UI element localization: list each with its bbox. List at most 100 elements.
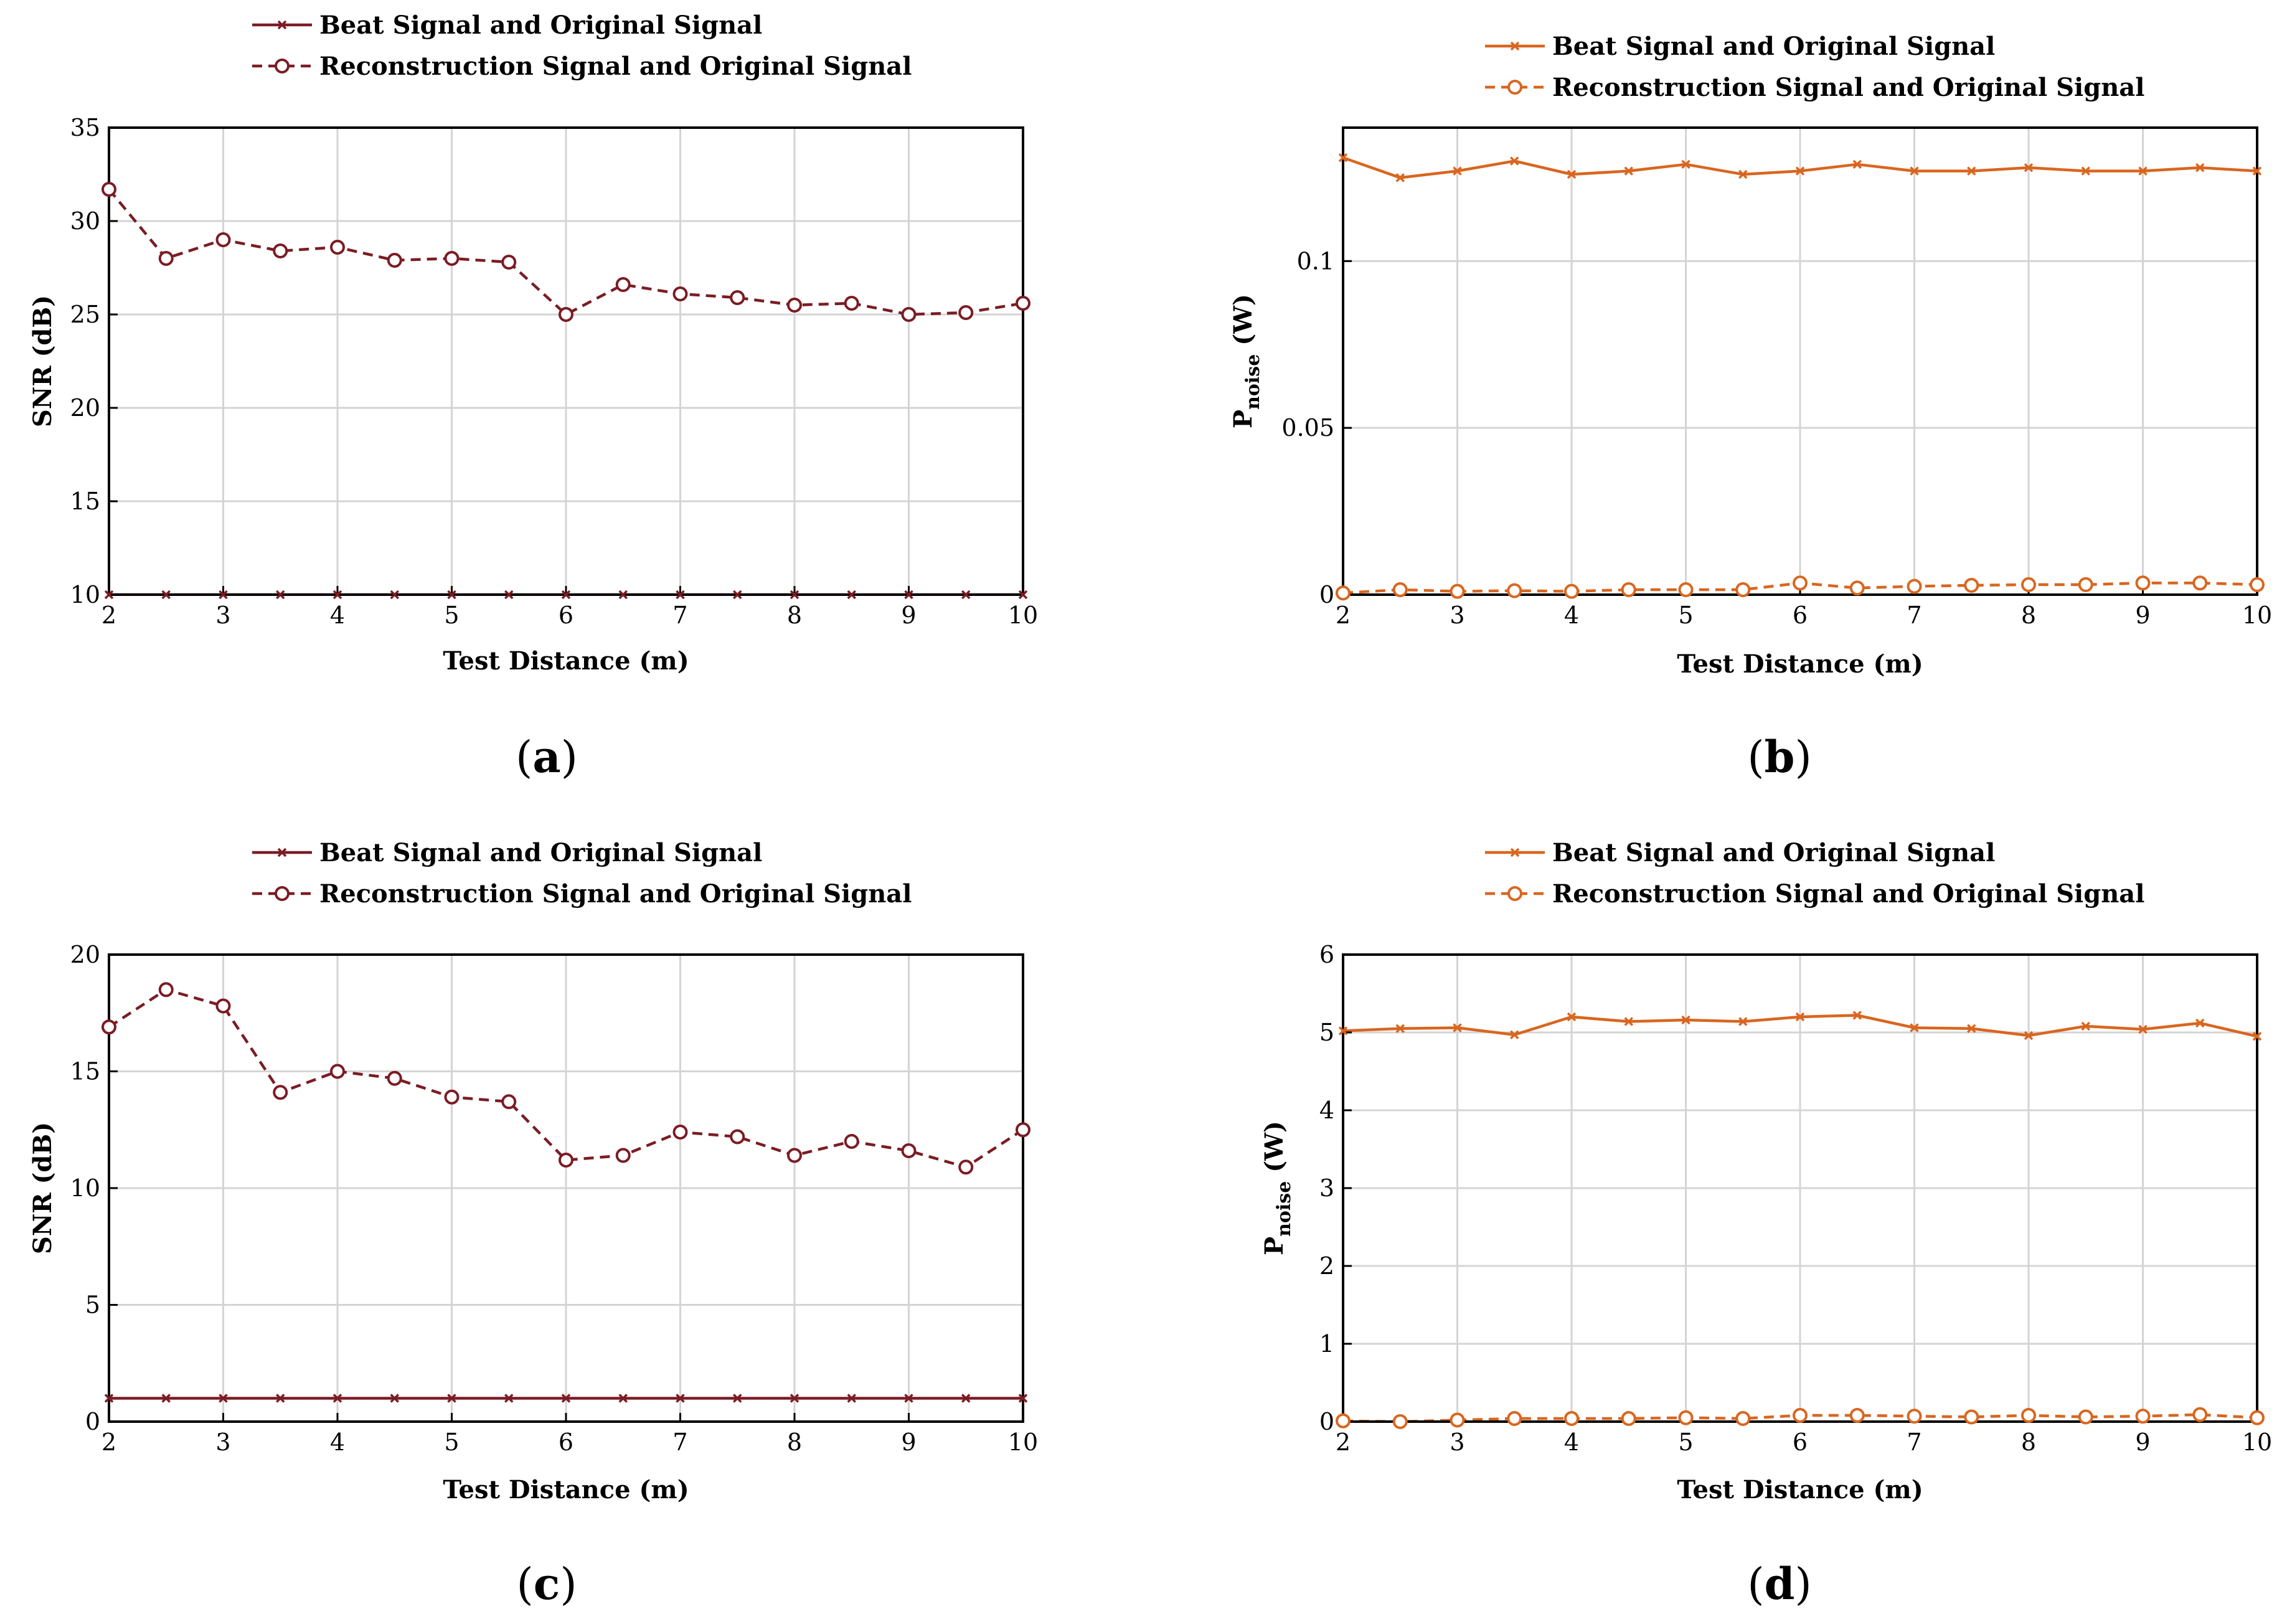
data-point-reconstruction xyxy=(1621,1411,1636,1426)
series-layer xyxy=(109,188,1023,595)
data-point-beat xyxy=(161,1394,171,1403)
legend-marker xyxy=(275,886,290,901)
y-axis-label: SNR (dB) xyxy=(28,295,57,427)
data-point-beat xyxy=(1510,156,1519,166)
data-point-reconstruction xyxy=(2078,1409,2093,1425)
data-point-reconstruction xyxy=(330,240,345,255)
data-point-beat xyxy=(1338,1026,1348,1036)
data-point-reconstruction xyxy=(1016,296,1030,311)
x-axis-label: Test Distance (m) xyxy=(443,1475,689,1504)
data-point-reconstruction xyxy=(672,286,688,301)
data-point-beat xyxy=(1795,1012,1805,1022)
y-tick-label: 5 xyxy=(85,1291,100,1319)
data-point-reconstruction xyxy=(215,232,231,247)
series-line-reconstruction xyxy=(109,188,1023,316)
legend-label-beat: Beat Signal and Original Signal xyxy=(319,838,762,867)
data-point-reconstruction xyxy=(1336,585,1351,601)
data-point-beat xyxy=(1738,1017,1748,1026)
data-point-reconstruction xyxy=(559,1153,573,1168)
data-point-reconstruction xyxy=(844,296,859,311)
data-point-beat xyxy=(1395,173,1405,182)
ticks: 2 3 4 5 6 7 8 9 10 10 15 20 25 30 35 xyxy=(70,114,1039,629)
data-point-beat xyxy=(1910,1023,1919,1032)
legend-marker xyxy=(275,59,290,73)
y-axis-label-tail: (W) xyxy=(1260,1121,1289,1181)
y-tick-label: 4 xyxy=(1319,1097,1334,1124)
y-tick-label: 0.1 xyxy=(1297,247,1334,275)
legend-sample-reconstruction xyxy=(1485,80,1545,95)
panel-caption-letter: b xyxy=(1765,731,1795,783)
data-point-beat xyxy=(390,1394,399,1403)
data-point-beat xyxy=(1681,159,1690,169)
legend-marker xyxy=(277,20,287,30)
y-tick-label: 0.05 xyxy=(1281,414,1334,441)
x-axis-label: Test Distance (m) xyxy=(1677,1475,1923,1504)
data-point-beat xyxy=(676,590,685,600)
data-point-reconstruction xyxy=(901,307,917,322)
y-axis-label-tail: (W) xyxy=(1228,294,1258,354)
data-point-reconstruction xyxy=(901,1143,917,1158)
x-tick-label: 8 xyxy=(2021,1428,2036,1456)
data-point-beat xyxy=(2024,1031,2034,1041)
data-point-beat xyxy=(790,1394,799,1403)
data-point-beat xyxy=(1567,1012,1577,1022)
panel-b: 2 3 4 5 6 7 8 9 10 0 0.05 0.1 Test Distance (m) Pno… xyxy=(1228,32,2272,783)
legend-sample-beat xyxy=(1485,41,1545,51)
data-point-beat xyxy=(733,1394,742,1403)
data-point-beat xyxy=(2138,1024,2148,1034)
y-tick-label: 35 xyxy=(70,114,100,141)
x-tick-label: 6 xyxy=(559,602,573,629)
legend: Beat Signal and Original Signal Reconstr… xyxy=(252,838,912,909)
y-tick-label: 15 xyxy=(70,488,100,515)
legend-marker xyxy=(277,847,287,857)
x-tick-label: 8 xyxy=(787,602,802,629)
data-point-beat xyxy=(904,590,913,600)
data-point-reconstruction xyxy=(787,1148,802,1163)
data-point-beat xyxy=(447,1394,456,1403)
x-tick-label: 9 xyxy=(2135,1428,2150,1456)
y-tick-label: 15 xyxy=(70,1058,100,1085)
data-point-reconstruction xyxy=(2192,1407,2208,1422)
data-point-reconstruction xyxy=(730,290,745,305)
x-tick-label: 7 xyxy=(672,602,687,629)
data-point-beat xyxy=(618,1394,628,1403)
data-point-beat xyxy=(1852,1011,1862,1020)
data-point-reconstruction xyxy=(2135,575,2151,591)
data-point-reconstruction xyxy=(1793,1408,1808,1423)
data-point-reconstruction xyxy=(330,1064,345,1079)
ticks: 2 3 4 5 6 7 8 9 10 0 1 2 3 4 5 6 xyxy=(1319,941,2272,1456)
data-point-reconstruction xyxy=(1793,575,1808,591)
y-tick-label: 25 xyxy=(70,301,100,328)
x-axis-label: Test Distance (m) xyxy=(443,646,689,676)
data-point-reconstruction xyxy=(1964,578,1979,593)
data-point-reconstruction xyxy=(615,1148,631,1163)
legend-marker xyxy=(1510,847,1520,857)
x-tick-label: 10 xyxy=(1008,602,1038,629)
y-tick-label: 0 xyxy=(85,1408,100,1435)
data-point-reconstruction xyxy=(1678,582,1694,597)
data-point-beat xyxy=(276,590,285,600)
panel-caption: (a) xyxy=(516,731,578,783)
y-tick-label: 30 xyxy=(70,207,100,235)
y-tick-label: 20 xyxy=(70,941,100,968)
data-point-reconstruction xyxy=(158,251,174,266)
data-point-beat xyxy=(847,590,856,600)
x-tick-label: 9 xyxy=(2135,602,2150,629)
data-point-beat xyxy=(276,1394,285,1403)
ticks: 2 3 4 5 6 7 8 9 10 0 5 10 15 20 xyxy=(70,941,1039,1456)
x-tick-label: 4 xyxy=(330,602,345,629)
data-point-beat xyxy=(2195,1018,2205,1028)
y-tick-label: 3 xyxy=(1319,1174,1334,1202)
data-point-reconstruction xyxy=(615,277,631,292)
data-point-beat xyxy=(1967,166,1976,176)
data-point-reconstruction xyxy=(101,182,116,197)
x-tick-label: 5 xyxy=(1678,602,1693,629)
y-axis-label: Pnoise (W) xyxy=(1228,294,1264,428)
data-point-reconstruction xyxy=(958,305,974,320)
data-point-reconstruction xyxy=(2250,577,2265,592)
data-point-beat xyxy=(561,1394,571,1403)
x-tick-label: 6 xyxy=(559,1428,573,1456)
data-point-reconstruction xyxy=(1016,1122,1030,1138)
data-point-beat xyxy=(847,1394,856,1403)
x-tick-label: 10 xyxy=(2242,1428,2272,1456)
